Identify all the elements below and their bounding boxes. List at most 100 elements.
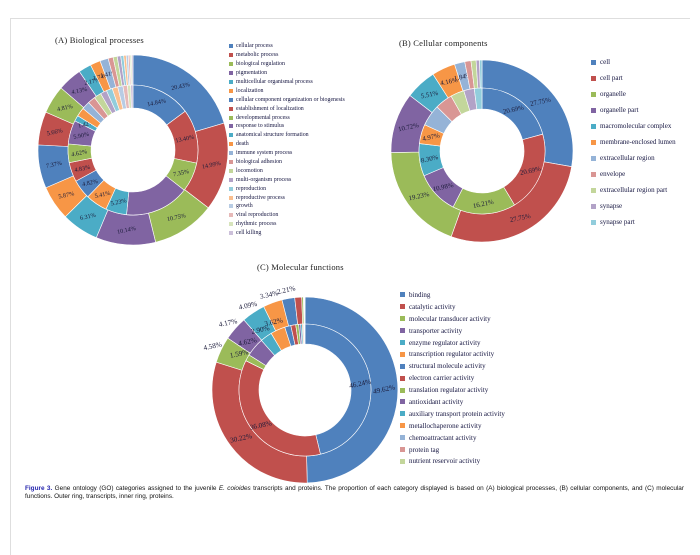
figure-caption-species: E. coioides — [218, 485, 251, 492]
slice-percent-label: 5.87% — [58, 190, 75, 200]
slice-percent-label: 2.17% — [84, 77, 101, 87]
legend-item: cellular component organization or bioge… — [229, 95, 345, 104]
donut-slice — [131, 54, 134, 86]
legend-swatch — [229, 204, 233, 209]
panel-b-title: (B) Cellular components — [399, 38, 488, 48]
legend-item: molecular transducer activity — [400, 313, 505, 325]
legend-swatch — [400, 292, 405, 298]
slice-percent-label: 3.34% — [259, 289, 279, 301]
legend-item: cellular process — [229, 42, 345, 51]
legend-swatch — [229, 53, 233, 58]
legend-swatch — [229, 106, 233, 111]
slice-percent-label: 14.84% — [147, 98, 167, 109]
legend-label: synapse — [600, 202, 623, 210]
panel-b-legend: cell cell part organelle organelle part macr… — [591, 54, 676, 230]
legend-item: extracellular region part — [591, 182, 676, 198]
slice-percent-label: 19.23% — [408, 191, 430, 202]
legend-label: envelope — [600, 170, 626, 178]
donut-slice — [130, 84, 134, 109]
legend-item: auxiliary transport protein activity — [400, 408, 505, 420]
slice-percent-label: 1.42% — [77, 120, 94, 130]
legend-swatch — [229, 115, 233, 120]
legend-item: synapse — [591, 198, 676, 214]
legend-label: localization — [236, 87, 264, 94]
panel-a-donut-chart: 20.43% 14.99% 10.75% 10.14% 6.31% 5.87% 7.37% 5… — [37, 54, 229, 246]
legend-label: catalytic activity — [409, 302, 456, 311]
legend-item: envelope — [591, 166, 676, 182]
legend-item: multicellular organismal process — [229, 78, 345, 87]
legend-swatch — [591, 203, 596, 209]
legend-item: viral reproduction — [229, 211, 345, 220]
legend-swatch — [229, 186, 233, 191]
legend-label: structural molecule activity — [409, 362, 486, 371]
legend-item: protein tag — [400, 444, 505, 456]
legend-swatch — [400, 411, 405, 417]
legend-item: biological adhesion — [229, 158, 345, 167]
legend-item: reproduction — [229, 184, 345, 193]
legend-item: response to stimulus — [229, 122, 345, 131]
legend-label: protein tag — [409, 445, 440, 454]
legend-item: transcription regulator activity — [400, 348, 505, 360]
legend-label: organelle part — [600, 106, 639, 114]
legend-label: viral reproduction — [236, 212, 279, 219]
legend-item: nutrient reservoir activity — [400, 455, 505, 467]
legend-item: cell — [591, 54, 676, 70]
slice-percent-label: 5.41% — [94, 190, 111, 200]
legend-item: developmental process — [229, 113, 345, 122]
slice-percent-label: 7.37% — [45, 160, 62, 170]
legend-item: antioxidant activity — [400, 396, 505, 408]
legend-item: membrane-enclosed lumen — [591, 134, 676, 150]
legend-item: growth — [229, 202, 345, 211]
legend-swatch — [229, 151, 233, 156]
legend-swatch — [229, 124, 233, 129]
legend-label: cellular component organization or bioge… — [236, 96, 345, 103]
legend-label: anatomical structure formation — [236, 132, 309, 139]
panel-c-legend: binding catalytic activity molecular trans… — [400, 289, 505, 467]
slice-percent-label: 2.21% — [276, 284, 296, 296]
slice-percent-label: 10.98% — [432, 182, 454, 193]
legend-label: extracellular region — [600, 154, 655, 162]
legend-swatch — [229, 88, 233, 93]
legend-swatch — [229, 62, 233, 67]
slice-percent-label: 10.75% — [166, 212, 186, 223]
legend-swatch — [229, 44, 233, 49]
panel-c-title: (C) Molecular functions — [257, 262, 344, 272]
legend-item: metabolic process — [229, 51, 345, 60]
slice-percent-label: 4.17% — [218, 317, 238, 329]
legend-swatch — [400, 316, 405, 322]
legend-item: death — [229, 140, 345, 149]
legend-label: cell — [600, 58, 611, 66]
legend-swatch — [229, 160, 233, 165]
legend-label: extracellular region part — [600, 186, 668, 194]
legend-swatch — [591, 75, 596, 81]
slice-percent-label: 3.62% — [264, 316, 284, 328]
legend-swatch — [591, 59, 596, 65]
legend-swatch — [591, 155, 596, 161]
legend-swatch — [229, 71, 233, 76]
page-frame — [10, 18, 690, 555]
legend-label: organelle — [600, 90, 626, 98]
legend-swatch — [229, 222, 233, 227]
slice-percent-label: 1.41% — [100, 69, 117, 79]
legend-item: binding — [400, 289, 505, 301]
legend-label: macromolecular complex — [600, 122, 672, 130]
legend-swatch — [229, 177, 233, 182]
legend-swatch — [400, 447, 405, 453]
slice-percent-label: 6.31% — [79, 212, 96, 222]
legend-item: multi-organism process — [229, 175, 345, 184]
slice-percent-label: 4.62% — [71, 148, 88, 158]
legend-item: organelle part — [591, 102, 676, 118]
legend-item: cell part — [591, 70, 676, 86]
legend-item: biological regulation — [229, 60, 345, 69]
slice-percent-label: 4.58% — [203, 340, 223, 352]
legend-swatch — [400, 399, 405, 405]
legend-label: pigmentation — [236, 70, 268, 77]
legend-swatch — [229, 80, 233, 84]
legend-swatch — [400, 375, 405, 381]
slice-percent-label: 13.40% — [175, 134, 195, 145]
legend-item: metallochaperone activity — [400, 420, 505, 432]
legend-item: immune system process — [229, 149, 345, 158]
legend-label: biological adhesion — [236, 159, 282, 166]
legend-swatch — [229, 195, 233, 200]
legend-swatch — [229, 133, 233, 138]
